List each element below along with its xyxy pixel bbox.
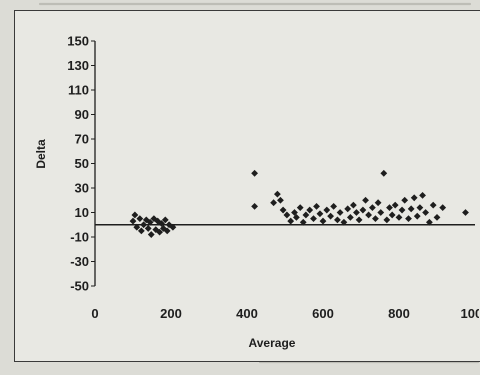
data-point — [161, 216, 169, 224]
data-point — [391, 201, 399, 209]
data-point — [374, 199, 382, 207]
y-tick-label: -50 — [70, 279, 89, 294]
y-tick-label: 130 — [67, 58, 89, 73]
data-point — [359, 206, 367, 214]
data-point — [419, 191, 426, 199]
data-point — [433, 214, 441, 221]
data-point — [344, 205, 352, 213]
data-point — [158, 220, 165, 227]
data-point — [388, 211, 396, 219]
y-tick-label: 70 — [75, 132, 89, 147]
data-point — [306, 206, 314, 214]
x-tick-label: 400 — [236, 306, 258, 321]
data-point — [380, 169, 388, 177]
data-point — [131, 211, 139, 219]
x-axis-title: Average — [249, 336, 296, 350]
data-point — [163, 227, 171, 235]
data-point — [353, 209, 360, 216]
y-tick-label: -30 — [70, 254, 89, 269]
data-point — [413, 212, 421, 220]
x-tick-label: 1000 — [461, 306, 479, 321]
data-point — [365, 211, 372, 219]
data-point — [410, 194, 418, 202]
data-point — [251, 202, 258, 210]
data-point — [310, 215, 317, 223]
data-point — [407, 205, 415, 213]
y-tick-label: 50 — [75, 156, 89, 171]
data-point — [140, 221, 148, 229]
data-point — [160, 225, 167, 232]
data-point — [398, 206, 406, 214]
data-point — [395, 214, 403, 221]
data-point — [270, 199, 277, 207]
data-point — [291, 209, 298, 216]
data-point — [277, 196, 284, 204]
y-axis-ticks: 150 130 110 90 70 50 30 10 -10 -30 -50 — [67, 34, 95, 294]
data-point — [283, 211, 291, 219]
data-point — [316, 210, 324, 218]
data-point — [334, 216, 341, 224]
data-point — [152, 226, 160, 234]
x-tick-label: 0 — [91, 306, 98, 321]
data-point — [137, 227, 145, 235]
x-tick-label: 600 — [312, 306, 334, 321]
data-point — [369, 204, 376, 211]
data-point — [154, 217, 162, 225]
data-point — [299, 218, 307, 226]
chart-panel: 150 130 110 90 70 50 30 10 -10 -30 -50 0 200 400 600 8… — [14, 10, 480, 362]
data-point — [169, 223, 177, 231]
data-point — [422, 209, 429, 216]
data-point — [129, 217, 137, 225]
data-point — [323, 206, 331, 214]
x-axis-ticks: 0 200 400 600 800 1000 — [91, 306, 479, 321]
data-point — [350, 201, 357, 209]
data-point — [146, 218, 154, 226]
data-point — [133, 223, 141, 231]
y-tick-label: 90 — [75, 107, 89, 122]
data-point — [144, 225, 152, 232]
data-point — [336, 209, 344, 216]
data-points — [129, 169, 469, 238]
data-point — [416, 204, 424, 211]
data-point — [302, 211, 310, 219]
x-tick-label: 200 — [160, 306, 182, 321]
data-point — [355, 216, 363, 224]
y-tick-label: -10 — [70, 230, 89, 245]
data-point — [251, 169, 258, 177]
data-point — [287, 217, 295, 225]
data-point — [362, 196, 369, 204]
data-point — [462, 209, 469, 216]
data-point — [293, 214, 300, 221]
data-point — [279, 206, 287, 214]
scatter-chart: 150 130 110 90 70 50 30 10 -10 -30 -50 0 200 400 600 8… — [34, 34, 479, 351]
x-tick-label: 800 — [388, 306, 410, 321]
data-point — [372, 215, 379, 223]
data-point — [296, 204, 304, 211]
data-point — [313, 202, 320, 210]
data-point — [330, 202, 338, 210]
data-point — [439, 204, 447, 211]
data-point — [426, 218, 433, 226]
data-point — [319, 217, 327, 225]
data-point — [405, 215, 412, 223]
y-tick-label: 30 — [75, 181, 89, 196]
data-point — [156, 228, 163, 236]
data-point — [377, 209, 385, 216]
data-point — [150, 215, 158, 223]
data-point — [429, 201, 437, 209]
data-point — [274, 190, 281, 198]
data-point — [383, 216, 391, 224]
data-point — [401, 196, 409, 204]
y-tick-label: 10 — [75, 205, 89, 220]
data-point — [386, 204, 393, 211]
data-point — [327, 212, 334, 220]
data-point — [147, 231, 155, 238]
data-point — [136, 215, 144, 223]
data-point — [346, 214, 354, 221]
y-tick-label: 150 — [67, 34, 89, 49]
y-axis-title: Delta — [34, 139, 48, 169]
y-tick-label: 110 — [68, 83, 89, 98]
data-point — [340, 218, 348, 226]
